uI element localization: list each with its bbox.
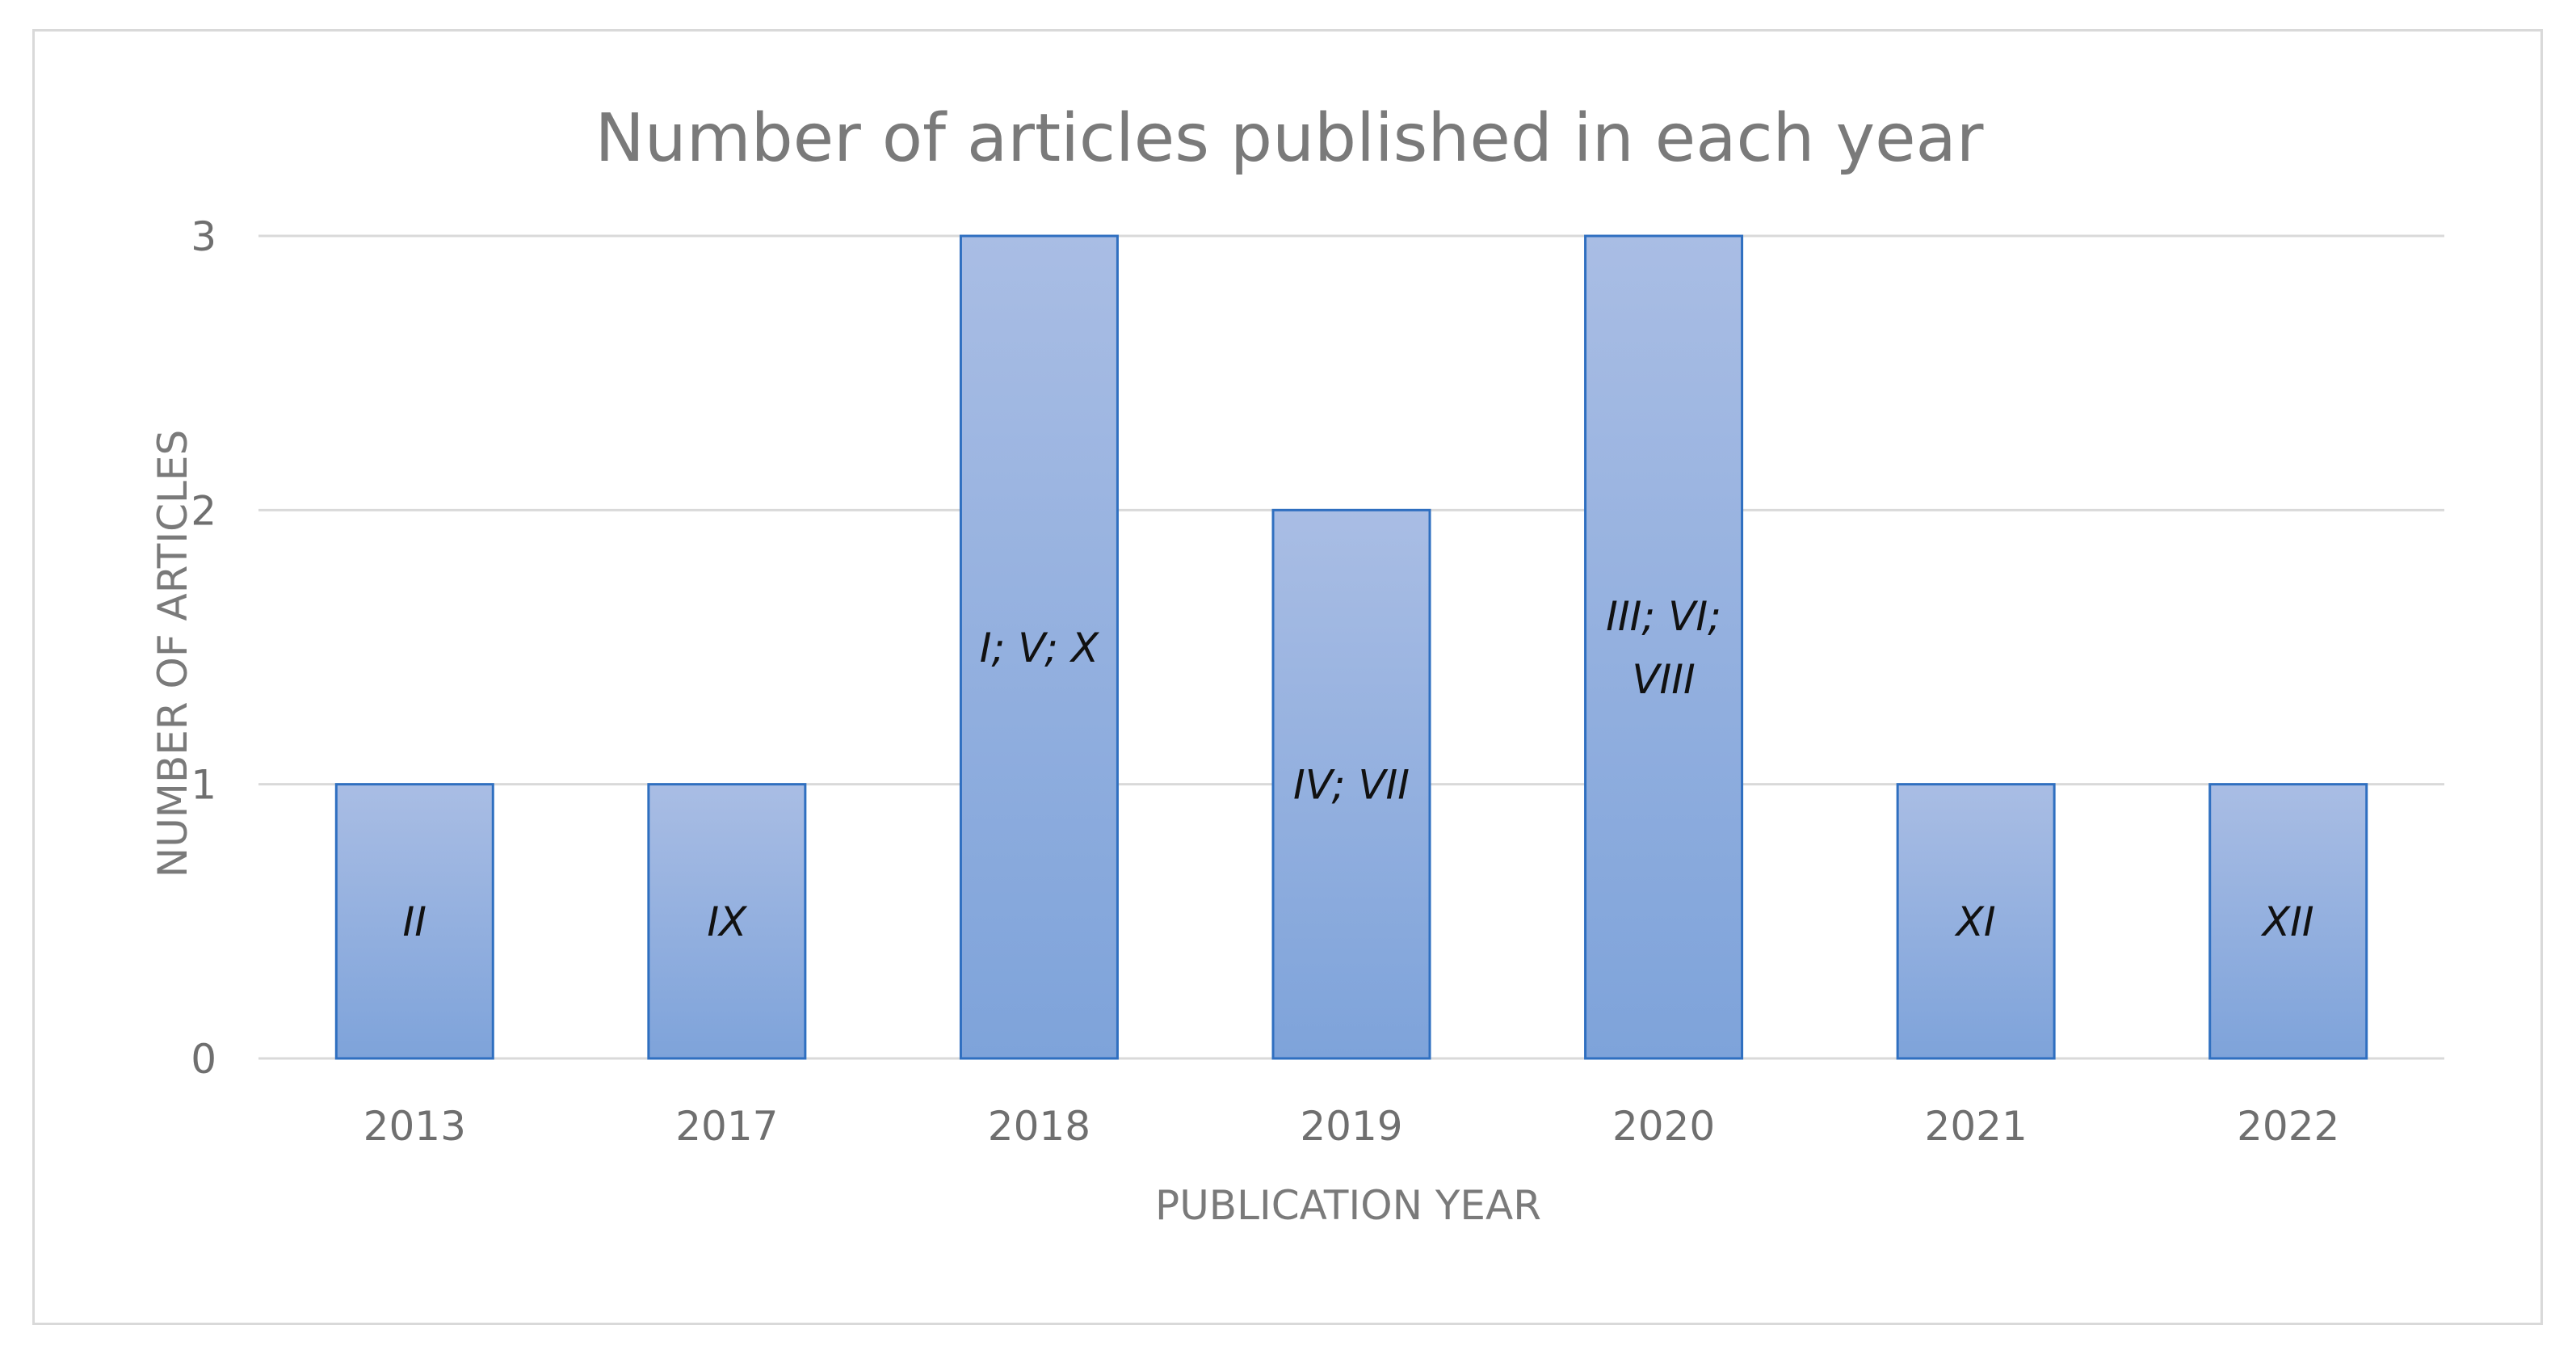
bar-2019 (1271, 508, 1431, 1060)
x-axis-ticks: 2013 2017 2018 2019 2020 2021 2022 (363, 1103, 2340, 1150)
x-tick-label-2022: 2022 (2237, 1103, 2339, 1150)
bar-2018 (959, 234, 1119, 1060)
bar-2013 (334, 783, 494, 1060)
x-tick-label-2021: 2021 (1925, 1103, 2028, 1150)
bars: II IX I; V; X IV; VII III; VI; VIII XI XII (334, 234, 2368, 1060)
bar-label-2020-line-1: III; VI; (1606, 593, 1721, 640)
bar-label-2022: XII (2260, 898, 2314, 945)
bar-label-2017: IX (707, 898, 748, 945)
x-tick-label-2019: 2019 (1300, 1103, 1402, 1150)
x-tick-label-2020: 2020 (1612, 1103, 1715, 1150)
bar-label-2021: XI (1954, 898, 1996, 945)
bar-label-2019: IV; VII (1293, 762, 1410, 809)
y-tick-label-1: 1 (191, 762, 216, 809)
y-tick-label-3: 3 (191, 213, 216, 260)
x-tick-label-2017: 2017 (675, 1103, 778, 1150)
bar-label-2018: I; V; X (980, 625, 1100, 671)
y-axis-ticks: 0 1 2 3 (191, 213, 216, 1083)
bar-label-2013: II (403, 898, 427, 945)
bar-2020 (1584, 234, 1744, 1060)
bar-2021 (1896, 783, 2056, 1060)
bar-2022 (2208, 783, 2368, 1060)
x-axis-title: PUBLICATION YEAR (1155, 1182, 1541, 1229)
x-tick-label-2018: 2018 (988, 1103, 1090, 1150)
bar-2017 (647, 783, 807, 1060)
chart-frame: Number of articles published in each yea… (32, 29, 2543, 1325)
bar-chart: Number of articles published in each yea… (149, 100, 2444, 1229)
y-axis-title: NUMBER OF ARTICLES (149, 430, 196, 877)
bar-label-2020-line-2: VIII (1632, 656, 1695, 703)
x-tick-label-2013: 2013 (363, 1103, 466, 1150)
y-tick-label-2: 2 (191, 487, 216, 534)
chart-title: Number of articles published in each yea… (595, 100, 1983, 177)
y-tick-label-0: 0 (191, 1036, 216, 1083)
